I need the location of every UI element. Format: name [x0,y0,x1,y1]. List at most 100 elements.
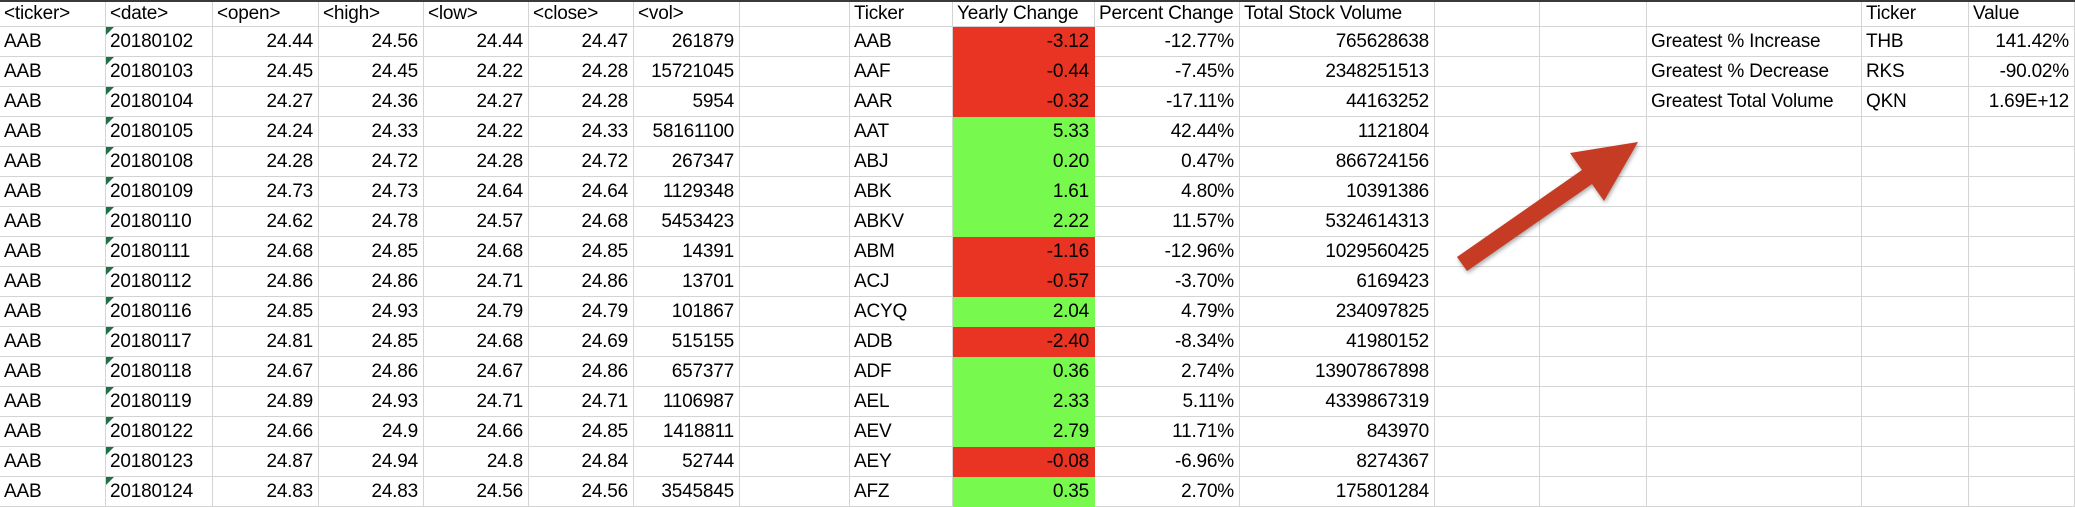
cell-analysis-ticker-row5[interactable]: ABJ [850,147,953,177]
cell-vol-row4[interactable]: 58161100 [634,117,740,147]
cell-low-row11[interactable]: 24.68 [424,327,529,357]
cell-vol-row5[interactable]: 267347 [634,147,740,177]
cell-date-row8[interactable]: 20180111 [106,237,213,267]
cell-ticker-row15[interactable]: AAB [0,447,106,477]
cell-total-volume-row5[interactable]: 866724156 [1240,147,1435,177]
cell-summary-value-row7[interactable] [1969,207,2075,237]
cell-gap3-row14[interactable] [1540,417,1647,447]
cell-percent-change-row6[interactable]: 4.80% [1095,177,1240,207]
cell-vol-row16[interactable]: 3545845 [634,477,740,507]
cell-yearly-change-row16[interactable]: 0.35 [953,477,1095,507]
cell-analysis-ticker-row14[interactable]: AEV [850,417,953,447]
cell-low-row16[interactable]: 24.56 [424,477,529,507]
cell-low-row12[interactable]: 24.67 [424,357,529,387]
cell-open-row15[interactable]: 24.87 [213,447,319,477]
cell-open-row10[interactable]: 24.85 [213,297,319,327]
cell-total-volume-row3[interactable]: 44163252 [1240,87,1435,117]
cell-summary-label-row1[interactable]: Greatest % Increase [1647,27,1862,57]
cell-yearly-change-row3[interactable]: -0.32 [953,87,1095,117]
cell-gap2-row10[interactable] [1435,297,1540,327]
cell-open-row12[interactable]: 24.67 [213,357,319,387]
col-header-gap1[interactable] [740,2,850,27]
cell-summary-ticker-row1[interactable]: THB [1862,27,1969,57]
cell-yearly-change-row12[interactable]: 0.36 [953,357,1095,387]
cell-gap1-row12[interactable] [740,357,850,387]
cell-high-row8[interactable]: 24.85 [319,237,424,267]
cell-high-row6[interactable]: 24.73 [319,177,424,207]
cell-total-volume-row7[interactable]: 5324614313 [1240,207,1435,237]
cell-close-row5[interactable]: 24.72 [529,147,634,177]
cell-close-row12[interactable]: 24.86 [529,357,634,387]
cell-analysis-ticker-row10[interactable]: ACYQ [850,297,953,327]
cell-yearly-change-row10[interactable]: 2.04 [953,297,1095,327]
cell-summary-ticker-row2[interactable]: RKS [1862,57,1969,87]
cell-summary-value-row8[interactable] [1969,237,2075,267]
cell-gap3-row9[interactable] [1540,267,1647,297]
cell-gap3-row7[interactable] [1540,207,1647,237]
cell-summary-label-row9[interactable] [1647,267,1862,297]
col-header-date[interactable]: <date> [106,2,213,27]
cell-gap2-row16[interactable] [1435,477,1540,507]
cell-open-row6[interactable]: 24.73 [213,177,319,207]
cell-gap3-row6[interactable] [1540,177,1647,207]
cell-summary-label-row7[interactable] [1647,207,1862,237]
cell-close-row13[interactable]: 24.71 [529,387,634,417]
cell-close-row4[interactable]: 24.33 [529,117,634,147]
cell-date-row10[interactable]: 20180116 [106,297,213,327]
cell-close-row11[interactable]: 24.69 [529,327,634,357]
cell-yearly-change-row1[interactable]: -3.12 [953,27,1095,57]
cell-gap2-row11[interactable] [1435,327,1540,357]
col-header-summary-label[interactable] [1647,2,1862,27]
cell-total-volume-row16[interactable]: 175801284 [1240,477,1435,507]
cell-open-row4[interactable]: 24.24 [213,117,319,147]
cell-date-row11[interactable]: 20180117 [106,327,213,357]
cell-percent-change-row10[interactable]: 4.79% [1095,297,1240,327]
cell-total-volume-row4[interactable]: 1121804 [1240,117,1435,147]
cell-open-row11[interactable]: 24.81 [213,327,319,357]
cell-close-row6[interactable]: 24.64 [529,177,634,207]
cell-ticker-row6[interactable]: AAB [0,177,106,207]
cell-gap2-row5[interactable] [1435,147,1540,177]
cell-gap1-row10[interactable] [740,297,850,327]
cell-high-row2[interactable]: 24.45 [319,57,424,87]
cell-date-row3[interactable]: 20180104 [106,87,213,117]
col-header-close[interactable]: <close> [529,2,634,27]
cell-summary-label-row4[interactable] [1647,117,1862,147]
col-header-gap2[interactable] [1435,2,1540,27]
cell-date-row9[interactable]: 20180112 [106,267,213,297]
cell-yearly-change-row14[interactable]: 2.79 [953,417,1095,447]
cell-summary-label-row2[interactable]: Greatest % Decrease [1647,57,1862,87]
cell-yearly-change-row5[interactable]: 0.20 [953,147,1095,177]
cell-yearly-change-row6[interactable]: 1.61 [953,177,1095,207]
cell-ticker-row16[interactable]: AAB [0,477,106,507]
cell-close-row9[interactable]: 24.86 [529,267,634,297]
cell-ticker-row5[interactable]: AAB [0,147,106,177]
cell-total-volume-row6[interactable]: 10391386 [1240,177,1435,207]
cell-vol-row7[interactable]: 5453423 [634,207,740,237]
cell-percent-change-row2[interactable]: -7.45% [1095,57,1240,87]
cell-gap2-row14[interactable] [1435,417,1540,447]
cell-open-row5[interactable]: 24.28 [213,147,319,177]
cell-summary-value-row11[interactable] [1969,327,2075,357]
cell-date-row14[interactable]: 20180122 [106,417,213,447]
cell-total-volume-row13[interactable]: 4339867319 [1240,387,1435,417]
cell-date-row1[interactable]: 20180102 [106,27,213,57]
cell-gap1-row11[interactable] [740,327,850,357]
cell-date-row12[interactable]: 20180118 [106,357,213,387]
col-header-summary-ticker[interactable]: Ticker [1862,2,1969,27]
cell-low-row8[interactable]: 24.68 [424,237,529,267]
cell-percent-change-row12[interactable]: 2.74% [1095,357,1240,387]
cell-date-row15[interactable]: 20180123 [106,447,213,477]
cell-gap1-row3[interactable] [740,87,850,117]
cell-date-row16[interactable]: 20180124 [106,477,213,507]
cell-yearly-change-row9[interactable]: -0.57 [953,267,1095,297]
cell-summary-value-row16[interactable] [1969,477,2075,507]
cell-vol-row13[interactable]: 1106987 [634,387,740,417]
cell-analysis-ticker-row11[interactable]: ADB [850,327,953,357]
cell-summary-label-row12[interactable] [1647,357,1862,387]
cell-summary-label-row10[interactable] [1647,297,1862,327]
cell-percent-change-row7[interactable]: 11.57% [1095,207,1240,237]
cell-yearly-change-row7[interactable]: 2.22 [953,207,1095,237]
cell-close-row10[interactable]: 24.79 [529,297,634,327]
cell-summary-ticker-row9[interactable] [1862,267,1969,297]
